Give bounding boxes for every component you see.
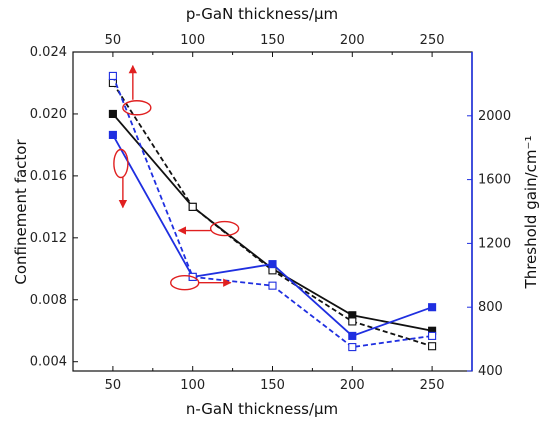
data-point <box>268 281 277 290</box>
x-tick-label: 250 <box>420 378 445 393</box>
data-point <box>188 202 197 211</box>
top-x-tick-label: 100 <box>180 33 205 48</box>
x-tick-label: 50 <box>105 378 122 393</box>
right-y-tick-label: 400 <box>478 364 503 379</box>
right-y-tick-label: 1600 <box>478 173 511 188</box>
data-point <box>108 71 117 80</box>
series-line-3 <box>112 75 433 349</box>
series-line-2 <box>112 134 433 337</box>
top-x-tick-label: 50 <box>105 33 122 48</box>
data-point <box>108 109 117 118</box>
tick-label-layer: 50 50 100 100 150 150 200 200 250 250 0.004 0.008 0.… <box>30 33 511 393</box>
data-point <box>428 331 437 340</box>
data-point <box>348 317 357 326</box>
plot-frame <box>72 51 473 372</box>
annotation-ellipse <box>122 100 152 116</box>
data-point <box>348 331 357 340</box>
annotation-ellipse <box>170 275 200 291</box>
data-point <box>348 343 357 352</box>
left-y-tick-label: 0.024 <box>30 45 67 60</box>
left-y-tick-label: 0.008 <box>30 293 67 308</box>
series-line-0 <box>112 113 433 332</box>
series-line-1 <box>112 82 433 348</box>
top-x-tick-label: 200 <box>340 33 365 48</box>
right-y-tick-label: 2000 <box>478 109 511 124</box>
right-y-tick-label: 800 <box>478 300 503 315</box>
left-y-tick-label: 0.012 <box>30 231 67 246</box>
top-x-axis-title: p-GaN thickness/μm <box>186 5 338 23</box>
annotation-layer <box>113 64 240 291</box>
left-y-tick-label: 0.020 <box>30 107 67 122</box>
plot-frame-layer <box>72 51 473 372</box>
x-axis-title: n-GaN thickness/μm <box>186 400 338 418</box>
data-point <box>108 78 117 88</box>
data-point <box>428 342 437 351</box>
left-y-tick-label: 0.004 <box>30 355 67 370</box>
top-x-tick-label: 150 <box>260 33 285 48</box>
x-tick-label: 200 <box>340 378 365 393</box>
left-y-axis-title: Confinement factor <box>12 139 30 285</box>
x-tick-label: 100 <box>180 378 205 393</box>
right-y-axis-title: Threshold gain/cm⁻¹ <box>522 136 540 290</box>
left-y-tick-label: 0.016 <box>30 169 67 184</box>
data-point <box>428 303 437 312</box>
x-tick-label: 150 <box>260 378 285 393</box>
annotation-ellipse <box>209 220 240 237</box>
top-x-tick-label: 250 <box>420 33 445 48</box>
data-point <box>268 260 277 269</box>
right-y-tick-label: 1200 <box>478 236 511 251</box>
series-layer <box>108 71 437 352</box>
annotation-ellipse <box>113 148 129 179</box>
data-point <box>108 130 117 139</box>
